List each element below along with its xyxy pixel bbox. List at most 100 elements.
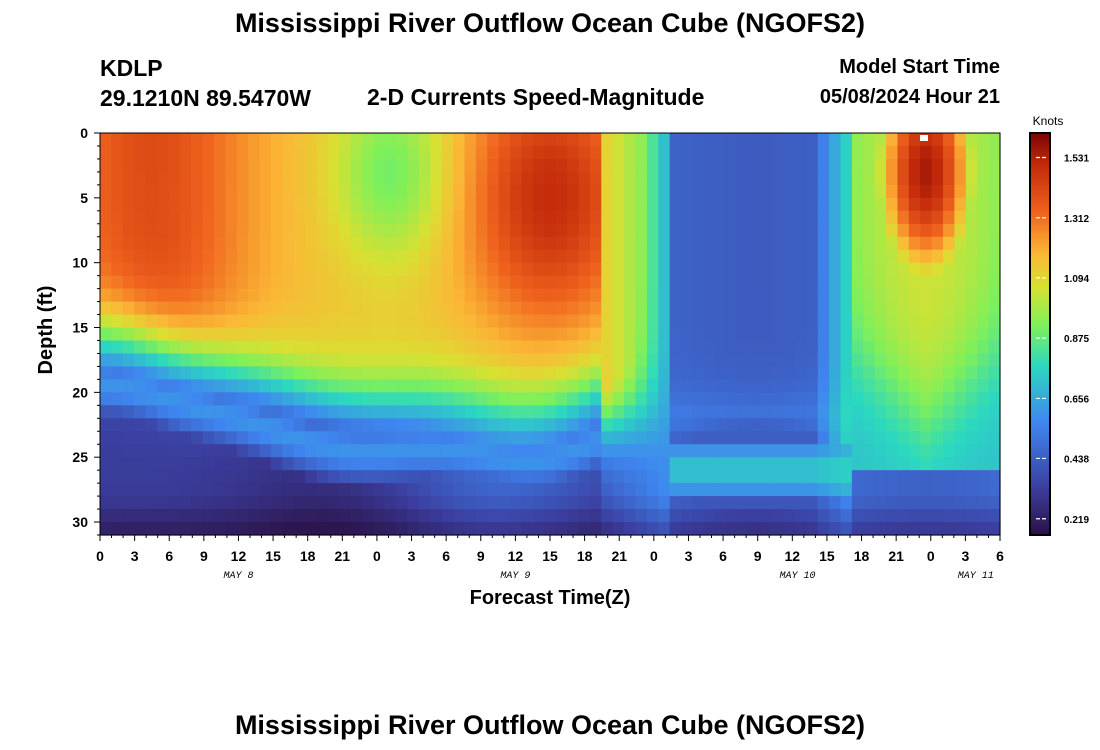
heatmap-cell (726, 470, 739, 484)
heatmap-cell (282, 158, 295, 173)
heatmap-cell (100, 275, 112, 290)
heatmap-cell (578, 197, 591, 212)
chart-subtitle: 2-D Currents Speed-Magnitude (367, 84, 705, 110)
heatmap-cell (943, 379, 956, 393)
x-tick-label: 9 (200, 548, 208, 564)
heatmap-cell (225, 405, 238, 419)
heatmap-cell (248, 509, 261, 523)
heatmap-cell (373, 418, 386, 432)
heatmap-cell (145, 314, 158, 329)
heatmap-cell (441, 210, 454, 225)
heatmap-cell (259, 418, 272, 432)
heatmap-cell (965, 301, 978, 316)
heatmap-cell (293, 340, 306, 355)
heatmap-cell (555, 340, 568, 355)
heatmap-cell (134, 145, 147, 160)
x-tick-label: 0 (96, 548, 104, 564)
heatmap-cell (851, 509, 864, 523)
heatmap-cell (601, 288, 614, 303)
heatmap-cell (259, 431, 272, 445)
heatmap-cell (851, 275, 864, 290)
heatmap-cell (498, 483, 511, 497)
heatmap-cell (156, 223, 169, 238)
heatmap-cell (305, 392, 318, 406)
heatmap-cell (977, 392, 990, 406)
heatmap-cell (954, 379, 967, 393)
heatmap-cell (806, 262, 819, 277)
heatmap-cell (874, 509, 887, 523)
heatmap-cell (681, 483, 693, 497)
heatmap-cell (350, 197, 363, 212)
heatmap-cell (886, 133, 899, 147)
heatmap-cell (202, 379, 215, 393)
heatmap-cell (601, 301, 614, 316)
heatmap-cell (954, 249, 967, 264)
heatmap-cell (145, 457, 158, 471)
heatmap-cell (156, 158, 169, 173)
heatmap-cell (908, 262, 921, 277)
heatmap-cell (544, 184, 557, 199)
x-tick-label: 6 (719, 548, 727, 564)
heatmap-cell (851, 327, 864, 342)
heatmap-cell (692, 522, 705, 536)
heatmap-cell (851, 431, 864, 445)
x-tick-label: 18 (577, 548, 593, 564)
heatmap-cell (737, 431, 750, 445)
heatmap-cell (350, 327, 363, 342)
heatmap-cell (703, 522, 716, 536)
heatmap-cell (259, 522, 272, 536)
heatmap-cell (487, 522, 500, 536)
heatmap-cell (578, 249, 591, 264)
heatmap-cell (931, 171, 944, 186)
heatmap-cell (475, 145, 488, 160)
heatmap-cell (851, 522, 864, 536)
heatmap-cell (601, 249, 614, 264)
heatmap-cell (977, 405, 990, 419)
heatmap-cell (897, 236, 910, 251)
heatmap-cell (396, 171, 409, 186)
heatmap-cell (373, 301, 386, 316)
heatmap-cell (624, 314, 637, 329)
heatmap-cell (487, 418, 500, 432)
heatmap-cell (886, 366, 899, 380)
heatmap-cell (213, 431, 226, 445)
heatmap-cell (965, 210, 978, 225)
heatmap-cell (100, 483, 112, 497)
heatmap-cell (100, 133, 112, 147)
heatmap-cell (282, 223, 295, 238)
heatmap-cell (681, 431, 693, 445)
heatmap-cell (475, 184, 488, 199)
heatmap-cell (612, 392, 625, 406)
heatmap-cell (737, 496, 750, 510)
heatmap-cell (806, 392, 819, 406)
heatmap-cell (783, 133, 796, 147)
heatmap-cell (943, 158, 956, 173)
heatmap-cell (589, 236, 602, 251)
heatmap-cell (920, 392, 933, 406)
heatmap-cell (555, 483, 568, 497)
heatmap-cell (794, 392, 807, 406)
heatmap-cell (635, 210, 648, 225)
heatmap-cell (293, 275, 306, 290)
heatmap-cell (908, 145, 921, 160)
heatmap-cell (589, 470, 602, 484)
heatmap-cell (783, 366, 796, 380)
heatmap-cell (886, 444, 899, 458)
heatmap-cell (977, 483, 990, 497)
heatmap-cell (225, 223, 238, 238)
heatmap-cell (806, 509, 819, 523)
heatmap-cell (475, 133, 488, 147)
heatmap-cell (863, 483, 876, 497)
heatmap-cell (783, 470, 796, 484)
heatmap-cell (794, 327, 807, 342)
heatmap-cell (954, 133, 967, 147)
heatmap-cell (475, 171, 488, 186)
heatmap-cell (749, 470, 762, 484)
heatmap-cell (464, 133, 477, 147)
heatmap-cell (965, 262, 978, 277)
heatmap-cell (111, 197, 124, 212)
heatmap-cell (373, 171, 386, 186)
heatmap-cell (259, 133, 272, 147)
heatmap-cell (100, 366, 112, 380)
heatmap-cell (532, 379, 545, 393)
